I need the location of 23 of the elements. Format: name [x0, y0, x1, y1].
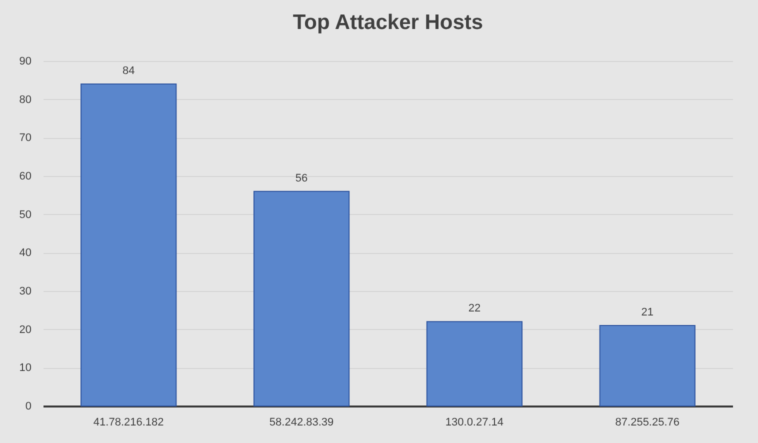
bar [253, 190, 350, 406]
y-tick-label: 20 [19, 324, 32, 336]
data-label: 21 [641, 306, 654, 318]
y-tick-label: 60 [19, 170, 32, 182]
bar [599, 325, 696, 406]
data-label: 56 [295, 172, 308, 184]
bar [426, 321, 523, 406]
data-label: 84 [122, 65, 135, 77]
x-tick-label: 41.78.216.182 [93, 416, 164, 428]
y-tick-label: 10 [19, 362, 32, 374]
y-tick-label: 90 [19, 56, 32, 68]
chart-title: Top Attacker Hosts [292, 11, 484, 34]
x-tick-label: 130.0.27.14 [445, 416, 504, 428]
data-label: 22 [468, 302, 481, 315]
y-tick-label: 0 [25, 400, 32, 412]
x-tick-label: 87.255.25.76 [615, 416, 680, 428]
x-tick-label: 58.242.83.39 [269, 416, 334, 428]
y-tick-label: 70 [19, 132, 32, 144]
bar [80, 84, 177, 406]
y-tick-label: 80 [19, 94, 32, 106]
y-tick-label: 30 [19, 286, 32, 298]
y-tick-label: 40 [19, 247, 32, 260]
y-tick-label: 50 [19, 208, 32, 221]
